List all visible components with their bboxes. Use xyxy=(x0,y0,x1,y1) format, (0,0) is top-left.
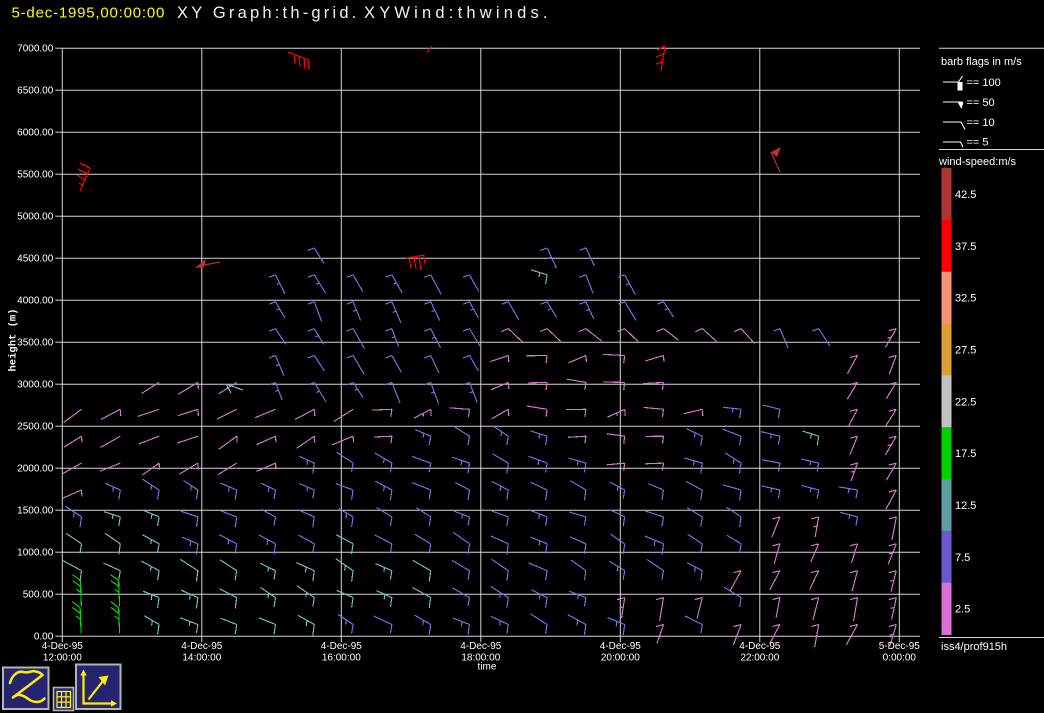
svg-text:37.5: 37.5 xyxy=(955,241,976,253)
svg-text:iss4/prof915h: iss4/prof915h xyxy=(941,641,1007,653)
svg-text:500.00: 500.00 xyxy=(23,590,54,601)
svg-text:2500.00: 2500.00 xyxy=(17,422,54,433)
svg-text:wind-speed:m/s: wind-speed:m/s xyxy=(938,156,1017,168)
svg-text:barb flags in m/s: barb flags in m/s xyxy=(941,56,1022,68)
svg-text:== 50: == 50 xyxy=(967,97,995,109)
svg-text:time: time xyxy=(478,662,497,673)
svg-text:12.5: 12.5 xyxy=(955,500,976,512)
svg-text:3500.00: 3500.00 xyxy=(17,338,54,349)
svg-text:2.5: 2.5 xyxy=(955,604,970,616)
svg-text:XY Graph:th-grid.: XY Graph:th-grid. xyxy=(177,4,360,22)
svg-text:4-Dec-95: 4-Dec-95 xyxy=(600,641,642,652)
svg-text:6000.00: 6000.00 xyxy=(17,128,54,139)
svg-text:18:00:00: 18:00:00 xyxy=(461,653,500,664)
svg-text:22:00:00: 22:00:00 xyxy=(740,653,779,664)
svg-text:5-Dec-95: 5-Dec-95 xyxy=(879,641,921,652)
svg-text:== 10: == 10 xyxy=(967,117,995,129)
svg-text:7000.00: 7000.00 xyxy=(17,44,54,55)
svg-text:== 5: == 5 xyxy=(967,137,989,149)
svg-text:4-Dec-95: 4-Dec-95 xyxy=(321,641,363,652)
svg-text:4-Dec-95: 4-Dec-95 xyxy=(460,641,502,652)
svg-text:27.5: 27.5 xyxy=(955,344,976,356)
svg-text:== 100: == 100 xyxy=(967,77,1001,89)
svg-text:17.5: 17.5 xyxy=(955,448,976,460)
svg-text:16:00:00: 16:00:00 xyxy=(322,653,361,664)
svg-text:2000.00: 2000.00 xyxy=(17,464,54,475)
svg-text:XYWind:thwinds.: XYWind:thwinds. xyxy=(364,4,552,22)
svg-text:5500.00: 5500.00 xyxy=(17,170,54,181)
svg-text:14:00:00: 14:00:00 xyxy=(182,653,221,664)
svg-text:4-Dec-95: 4-Dec-95 xyxy=(739,641,781,652)
svg-text:5-dec-1995,00:00:00: 5-dec-1995,00:00:00 xyxy=(12,5,166,22)
svg-text:32.5: 32.5 xyxy=(955,293,976,305)
svg-text:1500.00: 1500.00 xyxy=(17,506,54,517)
svg-text:0.00: 0.00 xyxy=(34,632,54,643)
svg-text:20:00:00: 20:00:00 xyxy=(601,653,640,664)
svg-text:6500.00: 6500.00 xyxy=(17,86,54,97)
svg-text:1000.00: 1000.00 xyxy=(17,548,54,559)
svg-text:4000.00: 4000.00 xyxy=(17,296,54,307)
svg-text:42.5: 42.5 xyxy=(955,189,976,201)
svg-text:4-Dec-95: 4-Dec-95 xyxy=(42,641,84,652)
svg-text:22.5: 22.5 xyxy=(955,396,976,408)
svg-text:0:00:00: 0:00:00 xyxy=(883,653,917,664)
svg-text:3000.00: 3000.00 xyxy=(17,380,54,391)
svg-text:12:00:00: 12:00:00 xyxy=(43,653,82,664)
svg-text:4-Dec-95: 4-Dec-95 xyxy=(181,641,223,652)
svg-text:4500.00: 4500.00 xyxy=(17,254,54,265)
svg-text:7.5: 7.5 xyxy=(955,552,970,564)
svg-text:height (m): height (m) xyxy=(8,308,20,371)
svg-text:5000.00: 5000.00 xyxy=(17,212,54,223)
